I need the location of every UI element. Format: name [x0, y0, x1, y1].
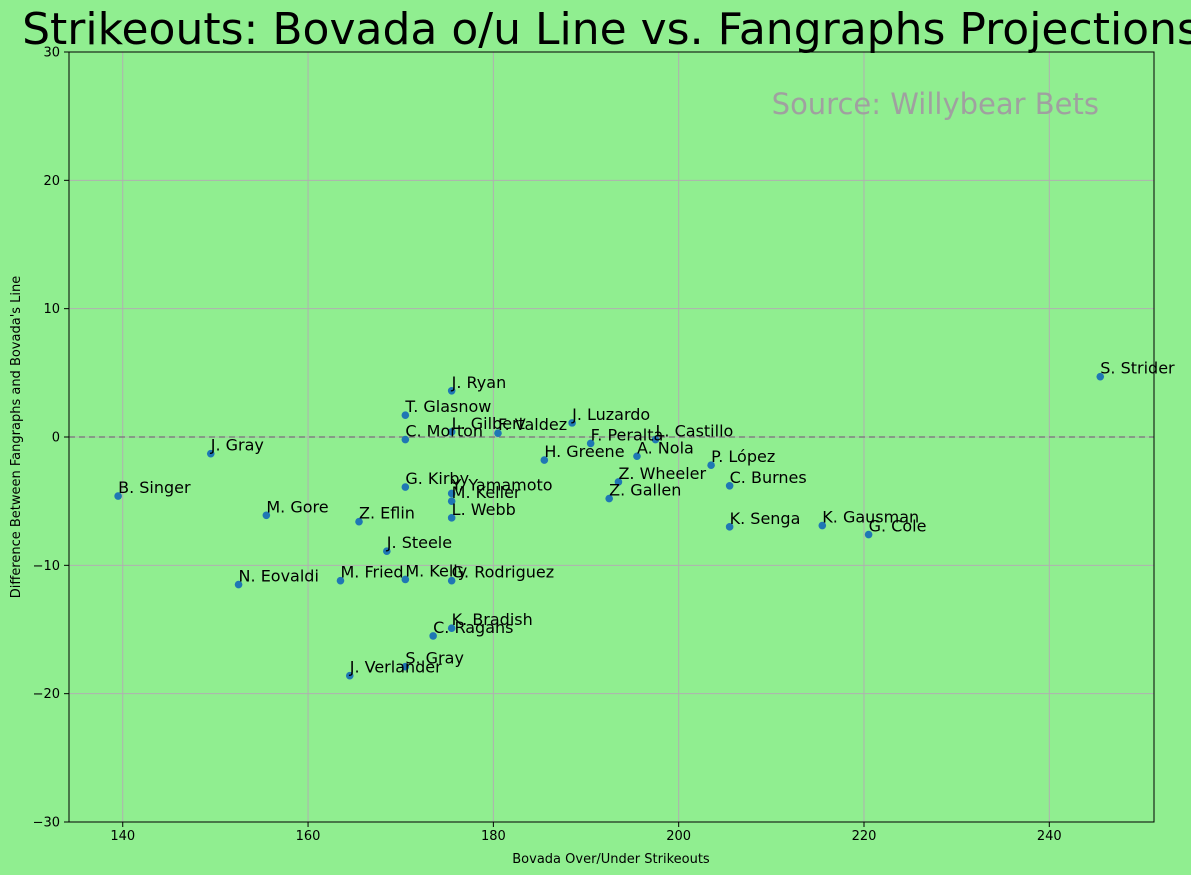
- data-point: [605, 494, 613, 503]
- x-tick-label: 180: [481, 829, 506, 844]
- point-label: F. Peralta: [591, 425, 664, 444]
- x-axis-ticks: 140 160 180 200 220 240: [110, 822, 1062, 844]
- data-point: [1096, 372, 1105, 381]
- point-label: K. Gausman: [822, 508, 919, 527]
- x-tick-label: 160: [296, 829, 321, 844]
- point-label: C. Morton: [405, 422, 483, 441]
- point-label: K. Senga: [730, 509, 801, 528]
- x-axis-label: Bovada Over/Under Strikeouts: [512, 852, 710, 867]
- data-point: [345, 671, 354, 680]
- data-point: [447, 428, 456, 436]
- point-label: M. Keller: [452, 483, 521, 502]
- data-point: [401, 435, 410, 444]
- point-label: J. Verlander: [349, 658, 442, 677]
- data-point: [568, 419, 576, 427]
- data-point: [401, 411, 410, 419]
- point-label: J. Gray: [210, 436, 264, 455]
- point-label: M. Gore: [266, 497, 328, 516]
- data-point: [447, 497, 456, 505]
- data-point: [494, 429, 502, 437]
- y-tick-label: 0: [52, 431, 60, 446]
- data-point: [114, 492, 122, 500]
- point-label: J. Ryan: [451, 373, 507, 392]
- data-point: [447, 576, 456, 585]
- point-label: P. López: [711, 447, 775, 466]
- point-label: G. Cole: [869, 517, 927, 536]
- data-point: [262, 511, 271, 520]
- y-axis-label: Difference Between Fangraphs and Bovada'…: [9, 276, 24, 599]
- point-label: Y. Yamamoto: [451, 475, 553, 494]
- data-point: [447, 624, 456, 633]
- point-label: J. Luzardo: [571, 405, 650, 424]
- point-label: N. Eovaldi: [239, 567, 319, 586]
- point-label: T. Glasnow: [404, 397, 491, 416]
- point-labels: S. Strider J. Ryan T. Glasnow J. Luzardo L. …: [118, 359, 1175, 677]
- data-point: [633, 452, 641, 461]
- data-point: [447, 489, 456, 498]
- y-tick-label: 10: [43, 302, 60, 317]
- source-annotation: Source: Willybear Bets: [772, 87, 1099, 121]
- point-label: Z. Wheeler: [618, 464, 706, 483]
- data-point: [383, 547, 391, 556]
- point-label: H. Greene: [544, 442, 624, 461]
- x-tick-label: 200: [666, 829, 691, 844]
- data-point: [725, 523, 734, 531]
- point-label: F. Valdez: [498, 415, 567, 434]
- point-label: M. Kelly: [405, 561, 467, 580]
- point-label: B. Singer: [118, 478, 191, 497]
- data-point: [707, 461, 715, 470]
- point-label: C. Burnes: [730, 468, 807, 487]
- point-label: S. Gray: [405, 649, 464, 668]
- y-tick-label: −30: [33, 816, 60, 831]
- y-tick-label: 20: [43, 174, 60, 189]
- data-point: [725, 481, 734, 490]
- y-tick-label: −20: [33, 687, 60, 702]
- point-label: C. Ragans: [433, 618, 513, 637]
- data-point: [651, 435, 660, 444]
- data-point: [447, 514, 456, 522]
- data-point: [355, 517, 363, 526]
- data-point: [336, 576, 345, 585]
- point-label: L. Castillo: [656, 422, 734, 441]
- data-point: [206, 449, 215, 458]
- point-label: M. Fried: [340, 563, 403, 582]
- data-point: [401, 483, 410, 491]
- point-label: S. Strider: [1100, 359, 1175, 378]
- data-point: [586, 439, 595, 448]
- x-tick-label: 240: [1037, 829, 1062, 844]
- data-point: [540, 456, 549, 464]
- data-point: [864, 530, 873, 539]
- data-point: [401, 662, 410, 671]
- data-points: [114, 372, 1105, 680]
- point-label: Z. Eflin: [359, 504, 415, 523]
- data-point: [447, 387, 456, 395]
- data-point: [401, 575, 410, 584]
- point-label: L. Webb: [452, 500, 516, 519]
- chart-title: Strikeouts: Bovada o/u Line vs. Fangraph…: [22, 4, 1191, 55]
- data-point: [429, 632, 437, 640]
- y-tick-label: −10: [33, 559, 60, 574]
- point-label: G. Kirby: [405, 469, 469, 488]
- point-label: K. Bradish: [452, 610, 533, 629]
- x-tick-label: 220: [852, 829, 877, 844]
- data-point: [818, 521, 827, 530]
- point-label: J. Steele: [386, 533, 452, 552]
- y-tick-label: 30: [43, 46, 60, 61]
- point-label: G. Rodriguez: [452, 563, 554, 582]
- point-label: Z. Gallen: [609, 481, 681, 500]
- point-label: A. Nola: [637, 438, 694, 457]
- data-point: [614, 478, 623, 486]
- x-tick-label: 140: [110, 829, 135, 844]
- y-axis-ticks: −30 −20 −10 0 10 20 30: [33, 46, 69, 831]
- data-point: [234, 580, 243, 589]
- point-label: L. Gilbert: [452, 414, 525, 433]
